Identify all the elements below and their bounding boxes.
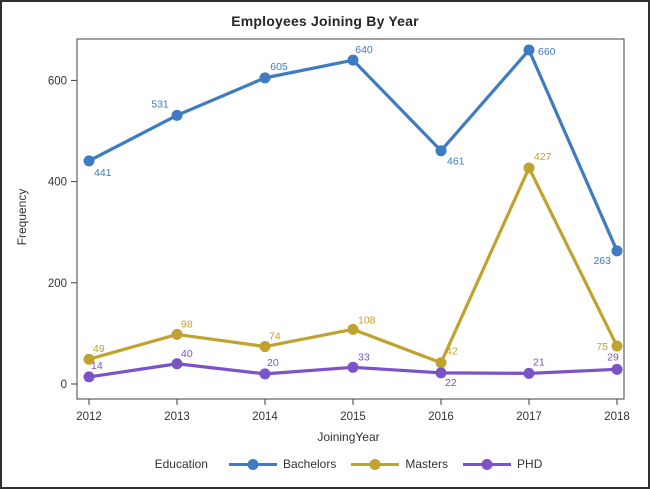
x-tick-label: 2015 xyxy=(340,411,366,423)
x-tick-label: 2012 xyxy=(76,411,102,423)
legend-item-bachelors: Bachelors xyxy=(228,457,336,471)
data-point-masters-2014 xyxy=(259,341,271,353)
legend-swatch-bachelors-icon xyxy=(228,458,277,470)
legend-label-masters: Masters xyxy=(405,457,449,471)
x-tick-label: 2016 xyxy=(428,411,454,423)
data-point-bachelors-2018 xyxy=(611,245,623,257)
value-label-masters-2014: 74 xyxy=(269,331,281,343)
value-label-phd-2012: 14 xyxy=(91,360,103,372)
x-axis-title: JoiningYear xyxy=(317,430,380,444)
value-label-phd-2018: 29 xyxy=(607,351,619,363)
chart-title: Employees Joining By Year xyxy=(231,13,419,29)
value-label-bachelors-2016: 461 xyxy=(447,156,465,168)
plot-frame xyxy=(76,38,625,400)
y-axis-title: Frequency xyxy=(15,188,29,246)
value-label-masters-2016: 42 xyxy=(446,346,458,358)
value-label-masters-2017: 427 xyxy=(534,151,552,163)
data-point-phd-2014 xyxy=(259,368,271,380)
y-tick-label: 600 xyxy=(48,75,67,87)
data-point-masters-2017 xyxy=(523,162,535,174)
data-point-phd-2018 xyxy=(611,363,623,375)
data-point-masters-2013 xyxy=(171,328,183,340)
value-label-masters-2015: 108 xyxy=(358,314,376,326)
value-label-bachelors-2018: 263 xyxy=(593,255,611,267)
value-label-phd-2016: 22 xyxy=(445,377,457,389)
data-point-phd-2013 xyxy=(171,358,183,370)
value-label-masters-2013: 98 xyxy=(181,318,193,330)
data-point-phd-2015 xyxy=(347,361,359,373)
value-label-masters-2018: 75 xyxy=(596,341,608,353)
data-point-phd-2012 xyxy=(83,371,95,383)
data-point-bachelors-2016 xyxy=(435,145,447,157)
value-label-masters-2012: 49 xyxy=(93,343,105,355)
legend-label-bachelors: Bachelors xyxy=(282,457,337,471)
value-label-bachelors-2013: 531 xyxy=(151,98,169,110)
legend-item-masters: Masters xyxy=(350,457,448,471)
y-tick-label: 200 xyxy=(48,278,67,290)
y-tick-label: 0 xyxy=(61,379,67,391)
legend-label-phd: PHD xyxy=(517,457,543,471)
data-point-bachelors-2015 xyxy=(347,54,359,66)
legend: Education Bachelors Masters PHD xyxy=(75,454,622,474)
data-point-phd-2017 xyxy=(523,367,535,379)
legend-item-phd: PHD xyxy=(462,457,542,471)
value-label-bachelors-2012: 441 xyxy=(94,167,112,179)
value-label-bachelors-2014: 605 xyxy=(270,61,288,73)
data-point-masters-2015 xyxy=(347,323,359,335)
data-point-bachelors-2013 xyxy=(171,109,183,121)
legend-title: Education xyxy=(154,457,208,471)
data-point-bachelors-2017 xyxy=(523,44,535,56)
data-point-masters-2012 xyxy=(83,353,95,365)
data-point-bachelors-2014 xyxy=(259,72,271,84)
value-label-phd-2017: 21 xyxy=(533,356,545,368)
x-tick-label: 2018 xyxy=(604,411,630,423)
x-tick-label: 2014 xyxy=(252,411,278,423)
data-point-bachelors-2012 xyxy=(83,155,95,167)
data-point-masters-2018 xyxy=(611,340,623,352)
x-tick-label: 2017 xyxy=(516,411,542,423)
legend-swatch-masters-icon xyxy=(351,458,400,470)
x-tick-label: 2013 xyxy=(164,411,190,423)
value-label-bachelors-2015: 640 xyxy=(355,44,373,56)
data-point-phd-2016 xyxy=(435,367,447,379)
value-label-bachelors-2017: 660 xyxy=(538,46,556,58)
value-label-phd-2013: 40 xyxy=(181,348,193,360)
y-tick-label: 400 xyxy=(48,177,67,189)
legend-swatch-phd-icon xyxy=(463,458,512,470)
value-label-phd-2015: 33 xyxy=(358,351,370,363)
data-point-masters-2016 xyxy=(435,357,447,369)
value-label-phd-2014: 20 xyxy=(267,357,279,369)
